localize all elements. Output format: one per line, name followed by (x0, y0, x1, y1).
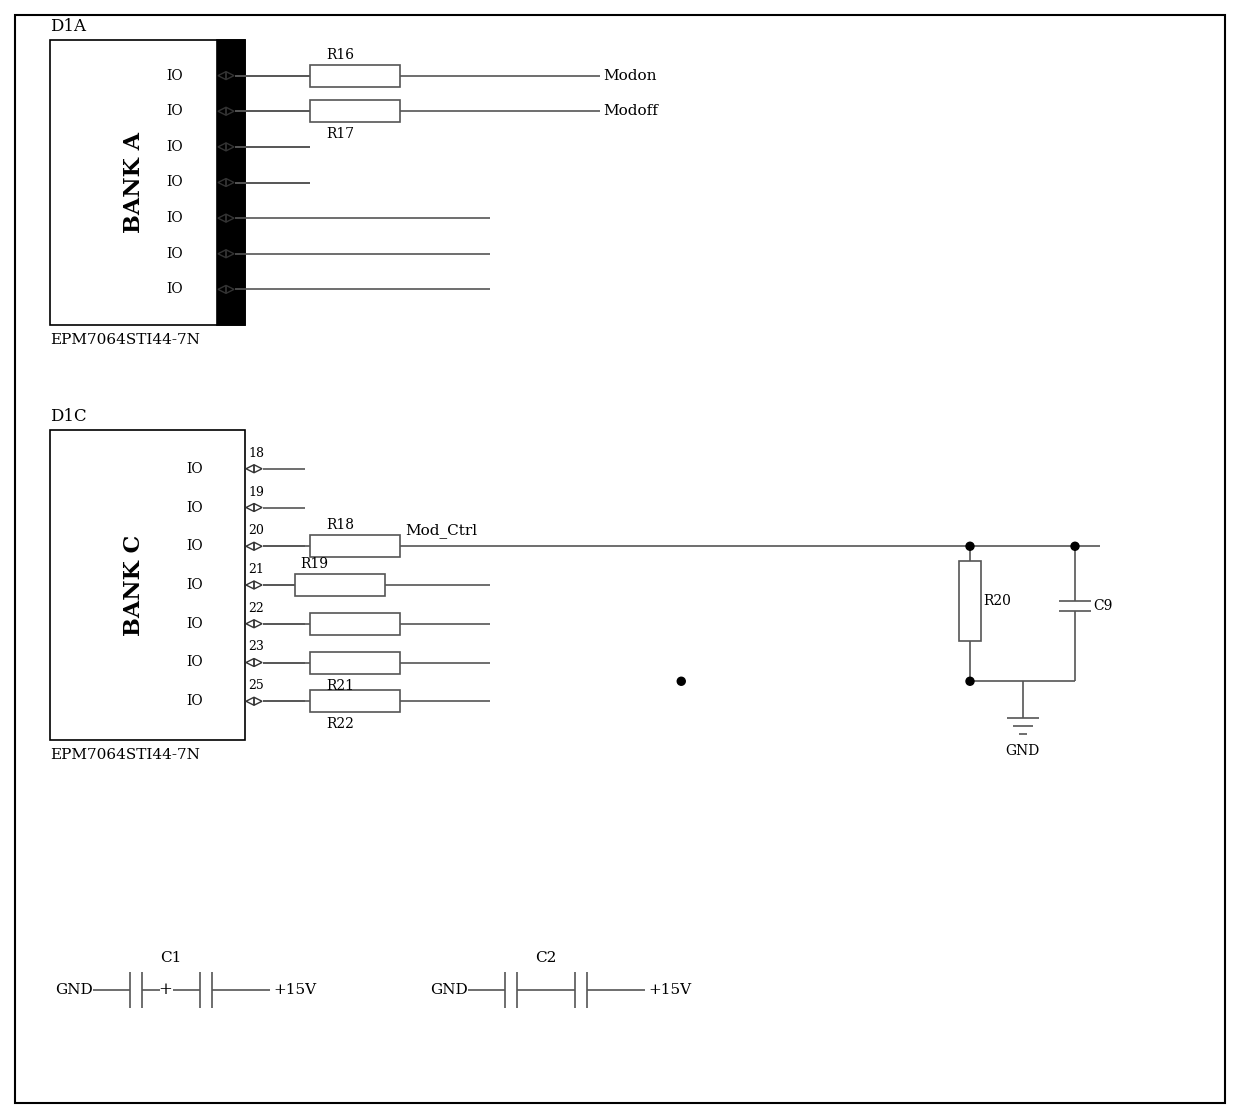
Text: 2: 2 (219, 54, 228, 67)
Text: IO: IO (187, 462, 203, 476)
Text: 5: 5 (219, 125, 228, 138)
Bar (310, 652, 401, 673)
Text: IO: IO (166, 140, 184, 154)
Text: C1: C1 (160, 951, 182, 965)
Text: IO: IO (187, 578, 203, 593)
Text: R16: R16 (326, 48, 353, 61)
Text: IO: IO (187, 617, 203, 631)
Bar (310, 613, 401, 635)
Text: D1A: D1A (50, 18, 86, 35)
Text: GND: GND (430, 983, 467, 997)
Text: BANK A: BANK A (123, 132, 145, 233)
Circle shape (677, 678, 686, 685)
Text: +15V: +15V (273, 983, 316, 997)
Text: IO: IO (187, 539, 203, 553)
Text: IO: IO (187, 501, 203, 514)
Text: R18: R18 (326, 519, 353, 532)
Text: R20: R20 (983, 595, 1011, 608)
Circle shape (966, 678, 973, 685)
Circle shape (966, 542, 973, 550)
Circle shape (1071, 542, 1079, 550)
Text: 44: 44 (219, 267, 236, 281)
Bar (50, 40, 246, 325)
Bar (310, 536, 401, 557)
Text: BANK C: BANK C (123, 534, 145, 636)
Bar (50, 430, 246, 740)
Text: IO: IO (166, 176, 184, 189)
Text: C9: C9 (1092, 599, 1112, 614)
Text: IO: IO (166, 283, 184, 296)
Text: D1C: D1C (50, 408, 87, 425)
Text: Mod_Ctrl: Mod_Ctrl (405, 523, 477, 538)
Bar (310, 101, 401, 122)
Text: IO: IO (166, 68, 184, 83)
Text: IO: IO (187, 694, 203, 708)
Bar (959, 561, 981, 642)
Bar (310, 65, 401, 86)
Bar (217, 40, 246, 325)
Text: 20: 20 (248, 524, 264, 538)
Text: GND: GND (1006, 745, 1039, 758)
Text: IO: IO (166, 104, 184, 119)
Text: GND: GND (55, 983, 93, 997)
Text: 21: 21 (248, 563, 264, 576)
Text: IO: IO (166, 211, 184, 225)
Text: 25: 25 (248, 680, 264, 692)
Text: EPM7064STI44-7N: EPM7064STI44-7N (50, 333, 200, 347)
Text: Modon: Modon (603, 68, 656, 83)
Text: R19: R19 (300, 557, 329, 571)
Text: 42: 42 (219, 196, 236, 209)
Text: 19: 19 (248, 485, 264, 499)
Text: R21: R21 (326, 679, 353, 692)
Bar (310, 690, 401, 712)
Text: 43: 43 (219, 231, 236, 245)
Text: +: + (157, 982, 172, 998)
Text: 3: 3 (219, 89, 228, 102)
Text: Modoff: Modoff (603, 104, 658, 119)
Text: R22: R22 (326, 718, 353, 731)
Text: 22: 22 (248, 601, 264, 615)
Text: +15V: +15V (649, 983, 691, 997)
Text: C2: C2 (536, 951, 557, 965)
Text: IO: IO (166, 247, 184, 260)
Text: R17: R17 (326, 127, 355, 141)
Text: 23: 23 (248, 641, 264, 654)
Text: 18: 18 (248, 447, 264, 459)
Text: EPM7064STI44-7N: EPM7064STI44-7N (50, 748, 200, 762)
Text: 6: 6 (219, 161, 228, 173)
Bar (295, 574, 384, 596)
Text: IO: IO (187, 655, 203, 670)
